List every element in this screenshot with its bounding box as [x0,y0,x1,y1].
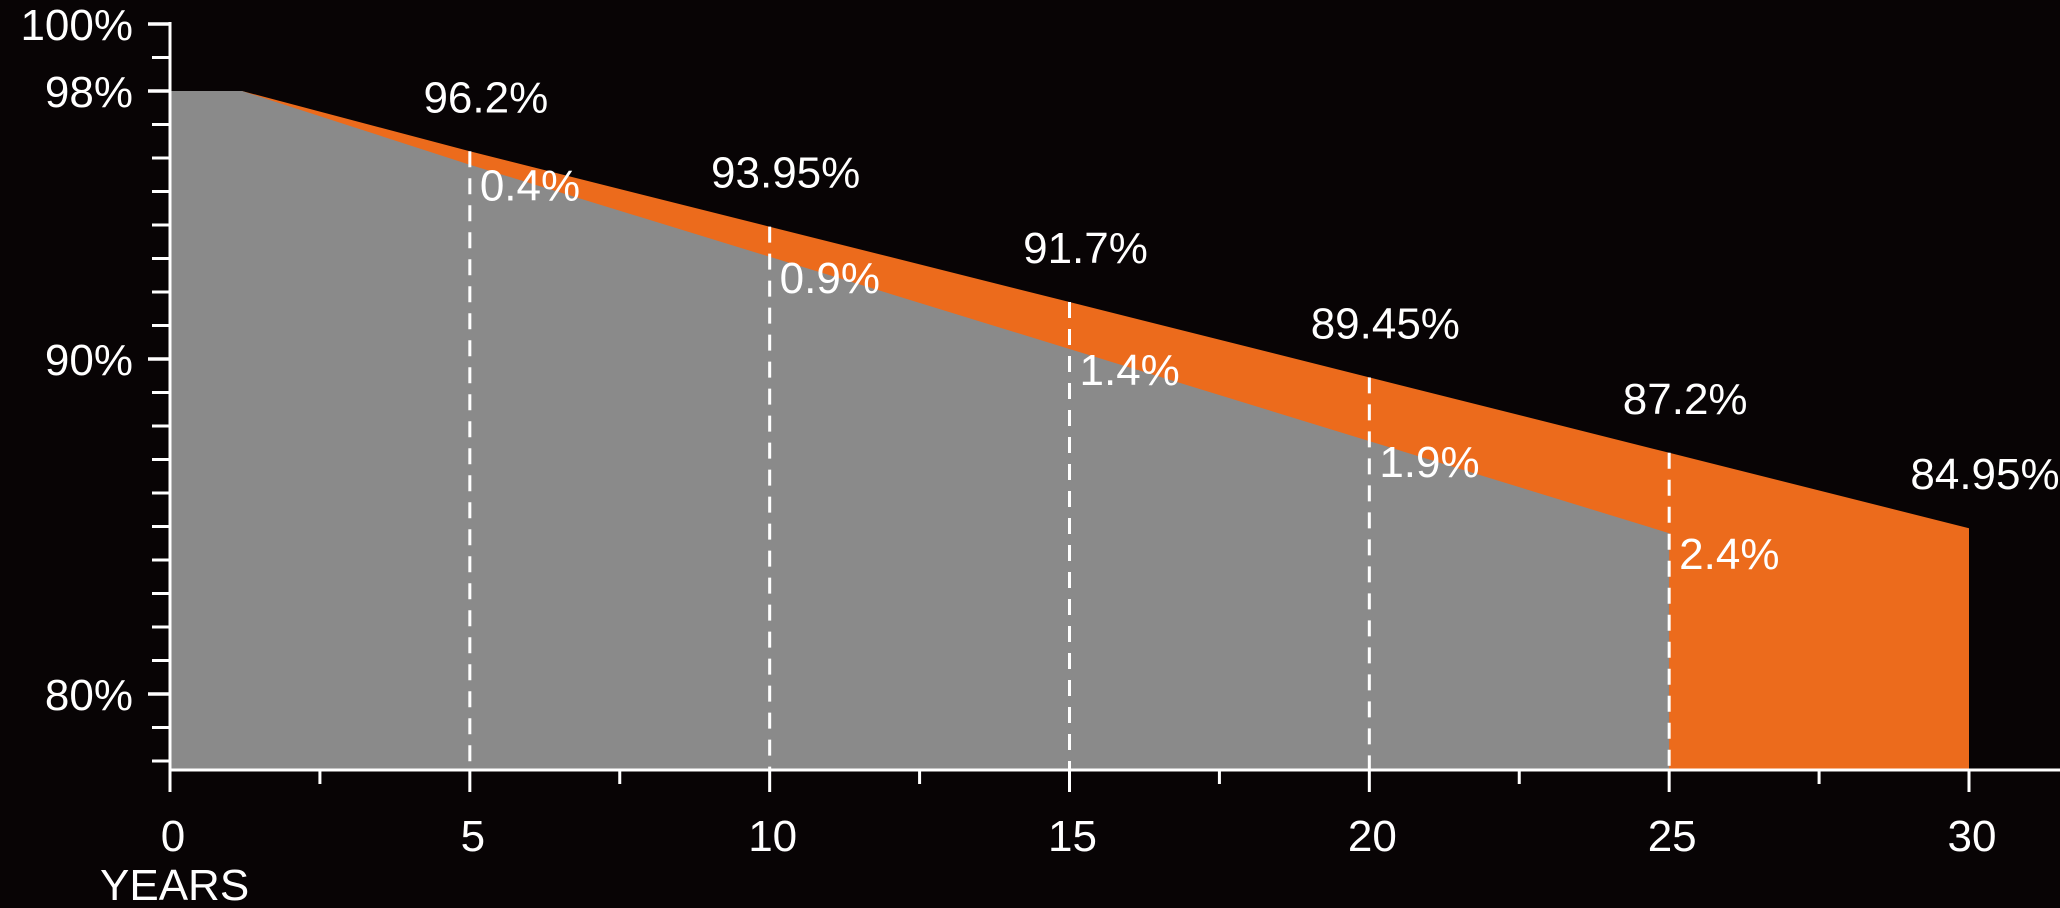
gap-label: 2.4% [1679,530,1779,579]
x-tick-label: 30 [1948,812,1997,861]
gray-area [170,91,1670,770]
x-tick-label: 15 [1048,812,1097,861]
x-tick-label: 5 [461,812,485,861]
value-label: 93.95% [711,149,860,198]
x-axis-label: YEARS [100,861,249,908]
gap-label: 0.9% [780,254,880,303]
x-tick-label: 20 [1348,812,1397,861]
y-tick-label: 80% [45,671,133,720]
value-label: 91.7% [1023,224,1148,273]
x-tick-label: 25 [1648,812,1697,861]
y-tick-label: 98% [45,68,133,117]
chart-labels: 80% 90% 98% 100% 0 5 10 15 20 25 30 96.2% 93.95% 91.7… [20,1,2059,861]
gap-label: 0.4% [480,162,580,211]
year-divider-lines [468,151,1671,770]
x-tick-label: 0 [161,812,185,861]
value-label: 96.2% [423,73,548,122]
gap-label: 1.4% [1080,346,1180,395]
y-tick-label: 90% [45,336,133,385]
x-tick-label: 10 [748,812,797,861]
chart-areas [170,91,1969,770]
value-label: 87.2% [1623,375,1748,424]
gap-label: 1.9% [1379,438,1479,487]
y-tick-label: 100% [20,1,133,50]
chart-axes [148,22,2060,792]
value-label: 84.95% [1910,450,2059,499]
value-label: 89.45% [1311,299,1460,348]
